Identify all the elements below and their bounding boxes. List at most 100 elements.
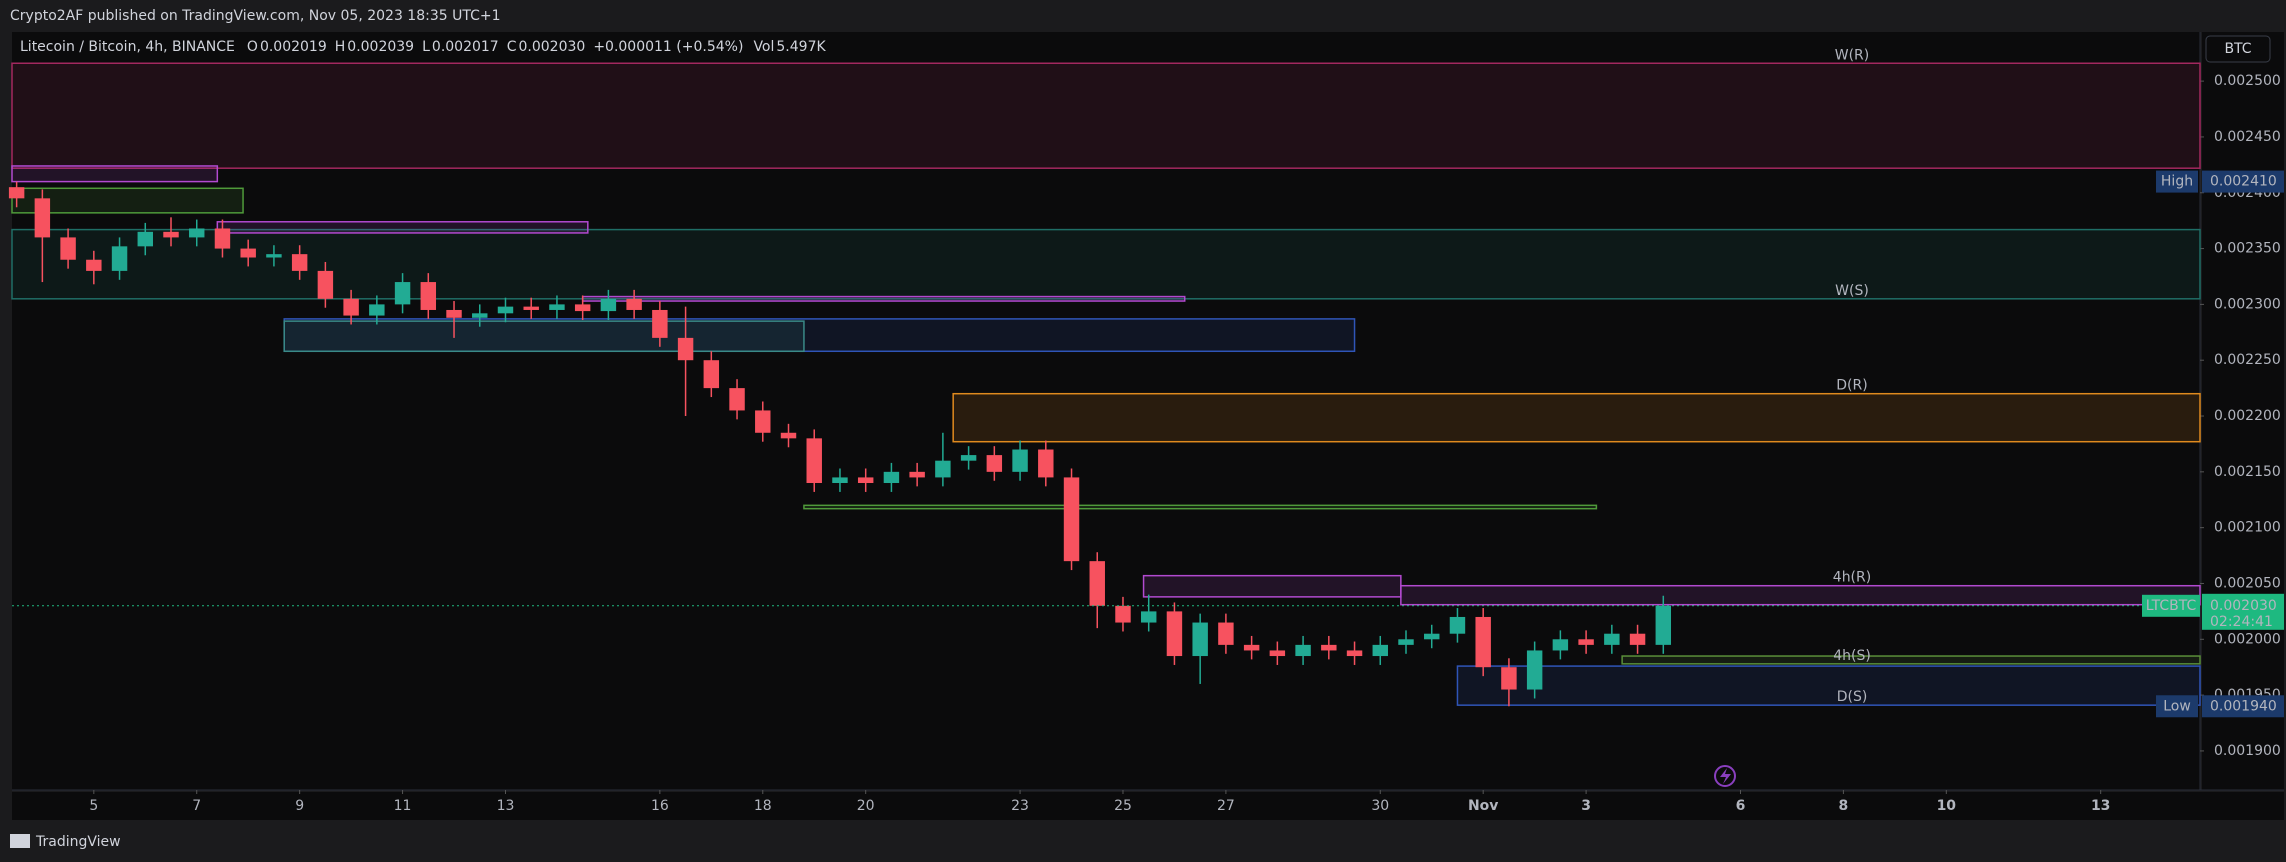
legend-text: 0.002019 xyxy=(260,39,327,55)
x-tick-label: 18 xyxy=(754,798,772,814)
legend-text: 0.002017 xyxy=(432,39,499,55)
currency-button[interactable] xyxy=(2205,35,2271,63)
x-tick-label: 5 xyxy=(89,798,98,814)
x-tick-label: 13 xyxy=(497,798,515,814)
candle-body xyxy=(1552,639,1569,651)
x-tick-label: 10 xyxy=(1937,798,1957,814)
legend-text: 0.002039 xyxy=(347,39,414,55)
zone xyxy=(1456,665,2201,706)
candle-body xyxy=(343,298,359,316)
candle-body xyxy=(780,432,797,439)
candle-body xyxy=(1526,650,1543,690)
tag-name: Low xyxy=(2163,698,2191,714)
candle-body xyxy=(1218,622,1234,645)
publisher: Crypto2AF published on TradingView.com, … xyxy=(10,8,501,24)
candle-body xyxy=(755,410,771,433)
x-tick-label: 25 xyxy=(1114,798,1132,814)
legend-text: O xyxy=(247,39,258,55)
candle-body xyxy=(497,306,514,314)
candle-body xyxy=(652,309,668,338)
candle-body xyxy=(1115,605,1131,623)
legend-text: 0.002030 xyxy=(519,39,586,55)
candle-body xyxy=(857,477,874,484)
legend-text: 5.497K xyxy=(776,39,826,55)
zone xyxy=(1400,584,2201,606)
x-tick-label: 3 xyxy=(1581,798,1591,814)
candle-body xyxy=(472,313,488,318)
candle-body xyxy=(523,306,539,310)
price-tag xyxy=(2202,170,2284,193)
candle-body xyxy=(1578,639,1594,645)
candle-body xyxy=(369,304,385,316)
x-tick-label: 20 xyxy=(857,798,875,814)
candle-body xyxy=(960,455,977,461)
candle-body xyxy=(1398,639,1414,645)
x-tick-label: 30 xyxy=(1371,798,1389,814)
x-tick-label: Nov xyxy=(1468,798,1498,814)
candle-body xyxy=(189,228,205,238)
zone xyxy=(11,165,219,183)
zone xyxy=(283,320,805,353)
candle-body xyxy=(240,248,256,258)
price-tag xyxy=(2202,593,2284,630)
legend-text: L xyxy=(422,39,430,55)
y-tick-label: 0.002450 xyxy=(2214,129,2281,145)
zone-label: 4h(R) xyxy=(1833,570,1871,586)
candle-body xyxy=(1501,667,1517,690)
zone xyxy=(11,228,2201,300)
currency[interactable]: BTC xyxy=(2224,41,2251,57)
candle-body xyxy=(1012,449,1028,472)
candle-body xyxy=(986,455,1003,472)
footer: TradingView xyxy=(35,834,121,850)
tag-name-box xyxy=(2156,170,2198,193)
candle-body xyxy=(883,471,900,484)
candle-body xyxy=(806,438,822,484)
x-tick-label: 23 xyxy=(1011,798,1029,814)
price-tag-value: 0.002030 xyxy=(2210,598,2277,614)
candle-body xyxy=(935,460,951,478)
zone xyxy=(1621,655,2201,665)
x-tick-label: 16 xyxy=(651,798,669,814)
candle-body xyxy=(137,231,153,247)
candle-body xyxy=(677,337,694,361)
alert-icon[interactable] xyxy=(1714,765,1736,787)
candle-body xyxy=(266,254,282,258)
candle-body xyxy=(394,282,411,305)
zone-label: W(S) xyxy=(1835,283,1869,299)
alert-icon xyxy=(1720,768,1731,784)
zone xyxy=(216,221,589,234)
x-tick-label: 6 xyxy=(1736,798,1746,814)
candle-body xyxy=(111,246,128,271)
legend-text: H xyxy=(335,39,346,55)
zone xyxy=(581,295,1186,302)
candle-body xyxy=(1346,650,1363,657)
x-tick-label: 27 xyxy=(1217,798,1235,814)
zone-label: W(R) xyxy=(1835,47,1870,63)
symbol-label: LTCBTC xyxy=(2146,598,2197,614)
countdown: 02:24:41 xyxy=(2210,614,2273,630)
candle-body xyxy=(34,198,51,238)
candle-body xyxy=(703,360,720,389)
candle-body xyxy=(600,298,617,312)
candle-body xyxy=(1449,616,1466,634)
y-tick-label: 0.002050 xyxy=(2214,575,2281,591)
candle-body xyxy=(1295,644,1311,657)
candle-body xyxy=(60,237,76,260)
price-tag-value: 0.001940 xyxy=(2210,698,2277,714)
zone xyxy=(952,392,2201,443)
y-tick-label: 0.002350 xyxy=(2214,241,2281,257)
candle-body xyxy=(1655,605,1672,645)
candle-body xyxy=(1140,611,1157,623)
y-tick-label: 0.001900 xyxy=(2214,743,2281,759)
zone xyxy=(1142,574,1402,598)
price-tag-value: 0.002410 xyxy=(2210,174,2277,190)
time-axis xyxy=(12,792,2284,820)
candle-body xyxy=(1629,633,1646,645)
candle-body xyxy=(1192,622,1208,657)
candle-body xyxy=(1243,644,1260,651)
candle-body xyxy=(1166,611,1183,657)
candle-body xyxy=(8,187,25,199)
candle-body xyxy=(1604,633,1620,645)
x-tick-label: 11 xyxy=(394,798,412,814)
